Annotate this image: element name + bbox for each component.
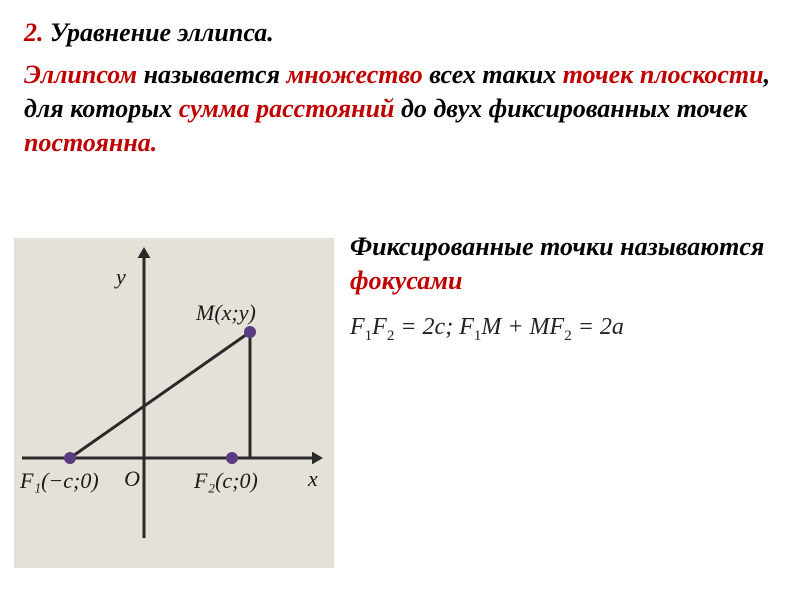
f-mid: M + MF (481, 314, 564, 340)
point-f2 (226, 452, 238, 464)
f-F1c: F (459, 314, 474, 340)
diagram-bg (14, 238, 334, 568)
f-s4: 2 (564, 327, 572, 343)
foci-note: Фиксированные точки называются фокусами (350, 230, 770, 298)
label-y: y (114, 264, 126, 289)
def-t2: называется (137, 60, 286, 89)
definition-text: Эллипсом называется множество всех таких… (24, 58, 776, 159)
point-f1 (64, 452, 76, 464)
label-f1: F₁(−c;0) (19, 468, 99, 493)
point-m (244, 326, 256, 338)
def-ellipse: Эллипсом (24, 60, 137, 89)
f-F1a: F (350, 314, 365, 340)
ellipse-formula: F1F2 = 2c; F1M + MF2 = 2a (350, 314, 770, 345)
section-title: 2. Уравнение эллипса. (24, 18, 776, 48)
right-column: Фиксированные точки называются фокусами … (350, 230, 770, 344)
section-title-text: Уравнение эллипса. (50, 18, 274, 47)
label-f2: F₂(c;0) (193, 468, 258, 493)
def-t8: до двух фиксированных точек (395, 94, 748, 123)
def-t4: всех таких (423, 60, 563, 89)
label-m: M(x;y) (195, 300, 256, 325)
label-x: x (307, 466, 318, 491)
ellipse-diagram: y x O M(x;y) F₁(−c;0) F₂(c;0) (14, 238, 334, 568)
def-sum: сумма расстояний (179, 94, 395, 123)
def-points: точек плоскости (563, 60, 764, 89)
label-o: O (124, 466, 140, 491)
foci-note-t2: фокусами (350, 266, 462, 295)
f-F1b: F (372, 314, 387, 340)
def-const: постоянна. (24, 128, 157, 157)
f-eq2: = 2a (572, 314, 624, 340)
foci-note-t1: Фиксированные точки называются (350, 232, 764, 261)
section-number: 2. (24, 18, 44, 47)
def-set: множество (287, 60, 423, 89)
f-eq1: = 2c; (394, 314, 453, 340)
